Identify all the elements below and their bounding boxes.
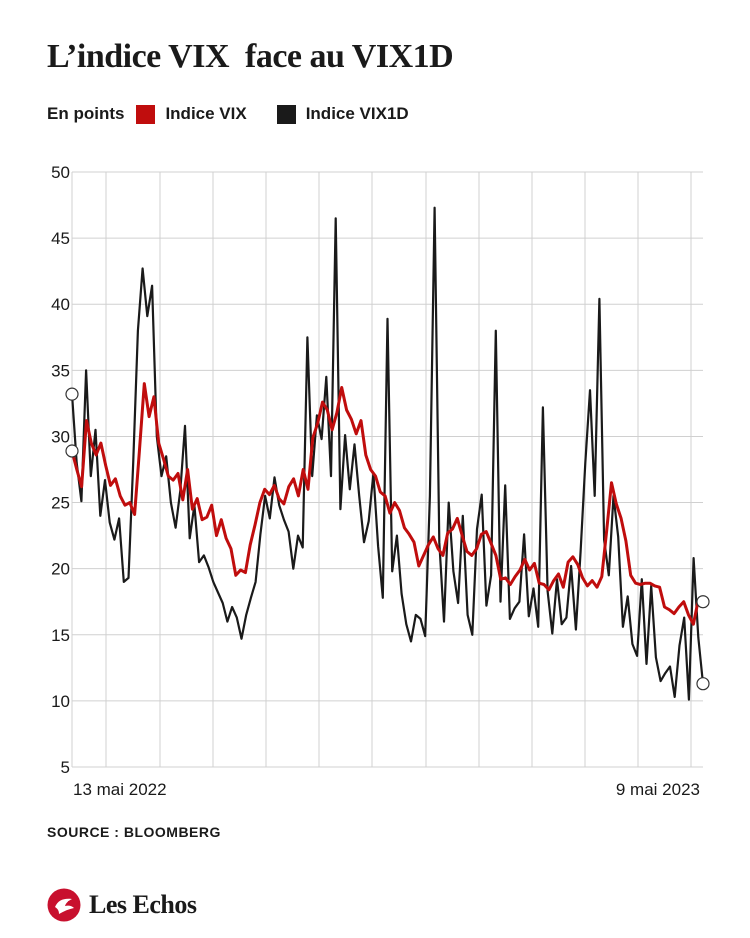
legend-swatch-vix1d	[276, 104, 296, 124]
x-tick-label-start: 13 mai 2022	[73, 780, 167, 799]
y-tick-label: 5	[61, 758, 70, 777]
series-line-vix1d	[70, 206, 705, 701]
y-tick-label: 30	[51, 427, 70, 446]
legend-item-vix1d: Indice VIX1D	[276, 104, 409, 124]
legend-label-vix1d: Indice VIX1D	[305, 104, 409, 123]
y-tick-label: 40	[51, 295, 70, 314]
start-marker-vix	[65, 444, 79, 458]
x-tick-label-end: 9 mai 2023	[616, 780, 700, 799]
x-axis: 13 mai 2022 9 mai 2023	[73, 780, 700, 799]
series-line-vix	[70, 382, 705, 626]
y-tick-label: 20	[51, 560, 70, 579]
y-axis: 5 10 15 20 25 30 35 40 45 50	[51, 163, 70, 777]
y-tick-label: 35	[51, 361, 70, 380]
y-tick-label: 50	[51, 163, 70, 182]
y-tick-label: 15	[51, 626, 70, 645]
legend-label-vix: Indice VIX	[165, 104, 247, 123]
legend-item-vix: Indice VIX	[136, 104, 247, 124]
legend: En points Indice VIX Indice VIX1D	[47, 104, 439, 124]
start-marker-vix1d	[65, 387, 79, 401]
legend-unit: En points	[47, 104, 125, 123]
les-echos-logo-icon	[47, 888, 81, 922]
brand-name: Les Echos	[89, 890, 197, 919]
end-marker-vix	[696, 595, 710, 609]
line-chart: 5 10 15 20 25 30 35 40 45 50 13 mai 2022 9 mai 20…	[51, 163, 710, 799]
series-layer	[65, 206, 710, 701]
chart-title: L’indice VIX face au VIX1D	[47, 38, 454, 75]
y-tick-label: 45	[51, 229, 70, 248]
y-tick-label: 25	[51, 494, 70, 513]
end-marker-vix1d	[696, 677, 710, 691]
source-note: SOURCE : BLOOMBERG	[47, 824, 221, 840]
brand-logo: Les Echos	[47, 888, 197, 922]
y-tick-label: 10	[51, 692, 70, 711]
legend-swatch-vix	[136, 104, 156, 124]
